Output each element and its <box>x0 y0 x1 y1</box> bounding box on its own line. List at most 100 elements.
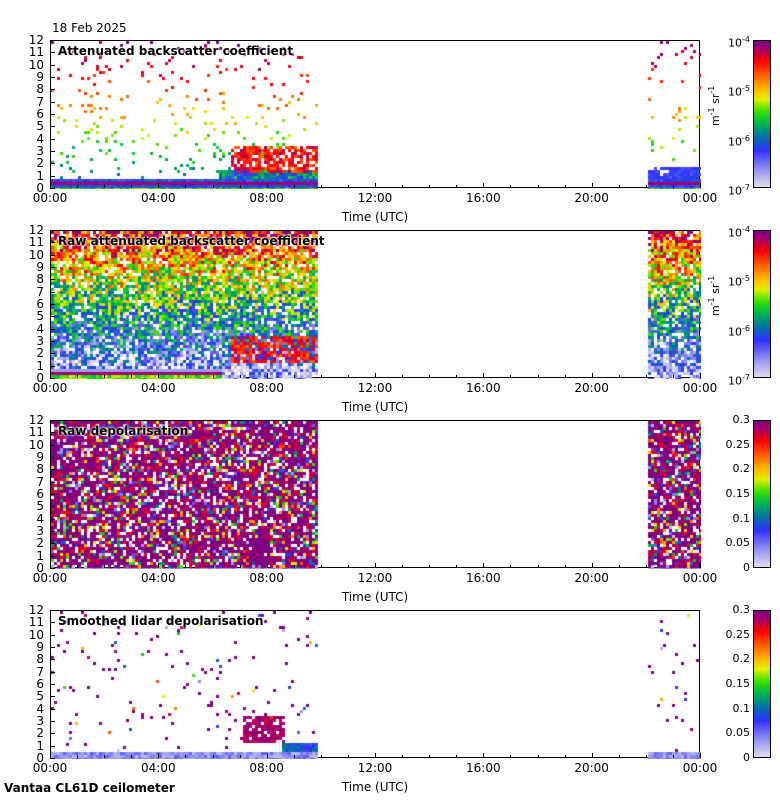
x-tick-mark <box>212 565 214 568</box>
x-tick-label: 00:00 <box>32 761 68 775</box>
x-tick-mark <box>104 185 106 188</box>
x-tick-mark <box>591 183 593 188</box>
x-tick-mark <box>375 373 376 378</box>
x-tick-label: 12:00 <box>357 571 393 585</box>
y-tick-mark <box>50 622 55 624</box>
x-tick-mark <box>158 753 160 758</box>
x-tick-mark <box>429 565 431 568</box>
x-tick-mark <box>672 375 674 378</box>
y-tick-label: 5 <box>36 499 44 514</box>
y-tick-mark <box>50 279 55 281</box>
x-tick-mark <box>564 755 566 758</box>
x-tick-mark <box>50 373 51 378</box>
tick-exponent: -6 <box>742 323 750 333</box>
colorbar-tick-label: 10-6 <box>710 133 750 149</box>
y-tick-label: 10 <box>28 437 44 452</box>
x-tick-mark <box>591 753 593 758</box>
panel-title: Raw depolarisation <box>58 424 189 438</box>
y-tick-mark <box>50 634 55 636</box>
y-tick-mark <box>50 163 55 165</box>
y-tick-mark <box>50 543 55 545</box>
y-tick-label: 2 <box>36 156 44 171</box>
y-tick-label: 4 <box>36 321 44 336</box>
x-tick-mark <box>483 373 485 378</box>
y-tick-mark <box>50 242 55 244</box>
unit-sr: sr <box>708 283 722 298</box>
x-tick-mark <box>185 185 187 188</box>
y-tick-mark <box>50 89 55 91</box>
x-tick-mark <box>672 565 674 568</box>
x-tick-mark <box>77 755 79 758</box>
x-tick-label: 04:00 <box>141 571 176 585</box>
x-tick-label: 20:00 <box>574 191 609 205</box>
x-tick-mark <box>50 183 51 188</box>
tick-base: 10 <box>728 184 743 198</box>
y-tick-mark <box>50 114 55 115</box>
x-tick-mark <box>375 183 376 188</box>
x-tick-mark <box>320 185 322 188</box>
x-tick-mark <box>77 185 79 188</box>
y-tick-label: 5 <box>36 309 44 324</box>
x-tick-mark <box>104 375 106 378</box>
x-tick-mark <box>645 185 647 188</box>
y-tick-label: 12 <box>28 223 44 237</box>
y-tick-mark <box>50 758 55 759</box>
x-tick-mark <box>672 755 674 758</box>
y-tick-mark <box>50 52 55 54</box>
panel-4: Smoothed lidar depolarisationHeight (km)… <box>0 604 780 800</box>
y-tick-label: 3 <box>36 714 44 728</box>
x-tick-mark <box>158 373 160 378</box>
colorbar-tick-label: 0.1 <box>732 701 751 715</box>
y-tick-label: 2 <box>36 346 44 361</box>
x-tick-mark <box>347 755 349 758</box>
x-tick-label: 12:00 <box>357 191 393 205</box>
x-tick-label: 00:00 <box>682 381 718 395</box>
y-tick-mark <box>50 64 55 66</box>
y-tick-label: 11 <box>28 45 44 60</box>
y-tick-mark <box>50 684 55 685</box>
colorbar <box>753 610 771 758</box>
tick-base: 10 <box>728 226 743 240</box>
colorbar-tick-label: 0.3 <box>732 603 751 616</box>
x-tick-label: 00:00 <box>32 381 68 395</box>
x-tick-label: 00:00 <box>32 191 68 205</box>
x-tick-mark <box>564 185 566 188</box>
colorbar-unit: m-1 sr-1 <box>706 261 722 331</box>
heatmap-cells <box>51 421 701 569</box>
x-tick-label: 20:00 <box>574 761 609 775</box>
y-tick-label: 11 <box>28 615 44 630</box>
colorbar-tick-label: 0.15 <box>725 677 751 690</box>
colorbar-tick-label: 10-4 <box>710 34 750 50</box>
x-tick-mark <box>456 565 458 568</box>
heatmap-plot: Raw attenuated backscatter coefficient <box>50 230 701 379</box>
heatmap-plot: Raw depolarisation <box>50 420 701 569</box>
panel-3: Raw depolarisationHeight (km)01234567891… <box>0 414 780 610</box>
x-tick-mark <box>645 565 647 568</box>
y-tick-label: 0 <box>36 371 44 385</box>
x-tick-label: 00:00 <box>682 191 718 205</box>
x-tick-label: 20:00 <box>574 381 609 395</box>
x-tick-mark <box>510 565 512 568</box>
x-tick-label: 04:00 <box>141 381 176 395</box>
colorbar-tick-label: 10-5 <box>710 83 750 99</box>
x-tick-mark <box>672 185 674 188</box>
tick-exponent: -5 <box>742 274 750 284</box>
x-tick-label: 08:00 <box>249 571 284 585</box>
tick-exponent: -4 <box>742 35 750 44</box>
colorbar-tick-label: 0.1 <box>732 511 751 525</box>
x-tick-mark <box>402 185 404 188</box>
x-tick-mark <box>483 563 485 568</box>
x-tick-label: 08:00 <box>249 191 284 205</box>
y-tick-label: 7 <box>36 284 44 299</box>
y-tick-mark <box>50 506 55 508</box>
y-tick-mark <box>50 518 55 520</box>
x-tick-mark <box>375 563 376 568</box>
x-tick-mark <box>266 563 268 568</box>
x-tick-mark <box>131 755 133 758</box>
x-tick-label: 16:00 <box>466 191 501 205</box>
x-tick-mark <box>104 565 106 568</box>
tick-exponent: -6 <box>742 133 750 143</box>
y-tick-label: 2 <box>36 726 44 741</box>
x-tick-mark <box>618 185 620 188</box>
x-tick-mark <box>131 565 133 568</box>
